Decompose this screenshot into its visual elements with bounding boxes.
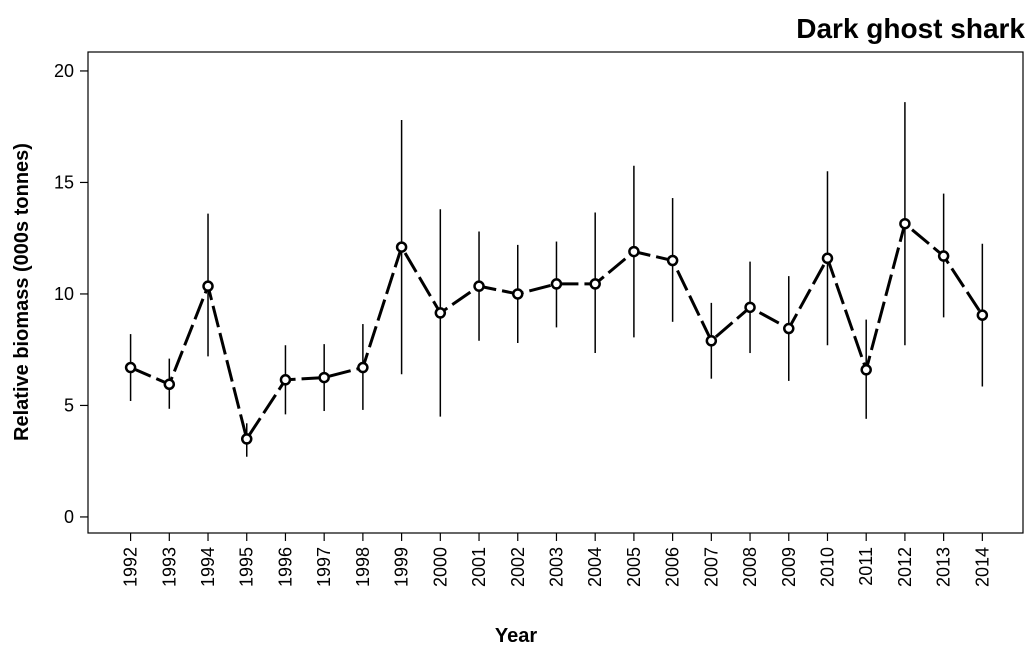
x-tick-label: 2011 — [856, 547, 876, 586]
x-tick-label: 1994 — [198, 547, 218, 587]
data-point — [318, 371, 330, 384]
x-tick-label: 2014 — [972, 547, 992, 587]
data-point — [395, 241, 408, 253]
data-point — [163, 378, 176, 391]
plot-frame — [87, 51, 1024, 534]
data-point — [240, 433, 253, 445]
x-tick-label: 2008 — [740, 547, 760, 587]
x-tick-label: 1992 — [121, 547, 141, 587]
data-point — [434, 307, 447, 319]
data-point — [899, 217, 911, 230]
x-tick-label: 2001 — [469, 547, 489, 587]
x-tick-label: 1995 — [237, 547, 257, 587]
y-tick-label: 0 — [64, 507, 74, 527]
data-point — [202, 280, 214, 292]
data-point — [937, 250, 950, 262]
x-tick-label: 1999 — [392, 547, 412, 587]
y-tick-label: 20 — [54, 61, 74, 81]
x-tick-label: 1993 — [159, 547, 179, 587]
data-point — [666, 254, 679, 267]
x-tick-label: 1997 — [314, 547, 334, 587]
x-tick-label: 2013 — [934, 547, 954, 587]
x-tick-label: 2005 — [624, 547, 644, 587]
x-tick-label: 1998 — [353, 547, 373, 587]
y-axis-label: Relative biomass (000s tonnes) — [11, 143, 33, 441]
y-tick-label: 10 — [54, 284, 74, 304]
data-point — [821, 252, 834, 265]
data-point — [473, 280, 485, 292]
x-tick-label: 2002 — [508, 547, 528, 587]
data-point — [589, 278, 601, 290]
x-tick-label: 2012 — [895, 547, 915, 587]
x-tick-label: 2009 — [779, 547, 799, 587]
data-point — [744, 301, 756, 314]
data-point — [783, 322, 795, 335]
data-point — [512, 288, 524, 300]
x-tick-label: 2003 — [546, 547, 566, 587]
chart-title: Dark ghost shark — [796, 13, 1025, 44]
data-point — [357, 361, 369, 374]
x-tick-label: 2006 — [663, 547, 683, 587]
data-point — [976, 309, 989, 321]
data-point — [705, 335, 718, 347]
data-point — [860, 364, 872, 376]
y-tick-label: 5 — [64, 395, 74, 415]
x-tick-label: 2010 — [817, 547, 837, 587]
data-point — [279, 374, 292, 386]
x-tick-label: 1996 — [275, 547, 295, 587]
data-point — [550, 278, 563, 290]
data-point — [124, 361, 137, 374]
x-tick-label: 2004 — [585, 547, 605, 587]
x-tick-label: 2000 — [430, 547, 450, 587]
data-point — [628, 245, 640, 258]
x-tick-label: 2007 — [701, 547, 721, 587]
y-tick-label: 15 — [54, 172, 74, 192]
x-axis-label: Year — [495, 625, 537, 645]
